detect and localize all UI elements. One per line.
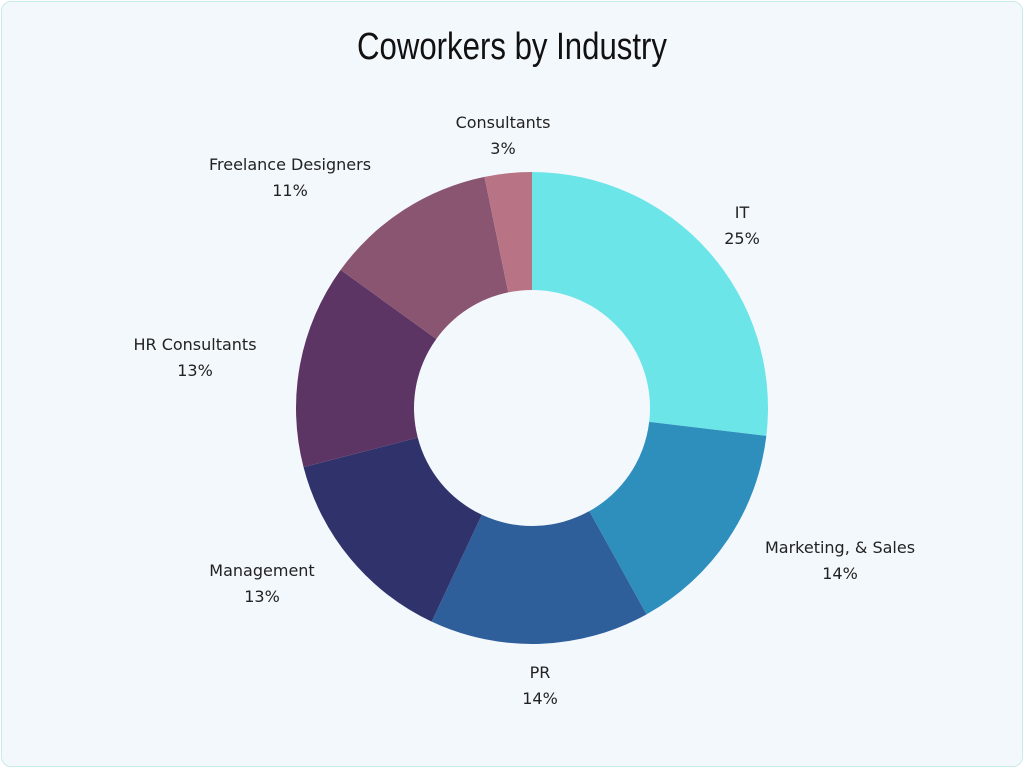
- slice-label: IT: [735, 203, 750, 222]
- slice-value-label: 14%: [822, 564, 858, 583]
- slice-it: [532, 172, 769, 436]
- slice-value-label: 14%: [522, 689, 558, 708]
- slice-value-label: 3%: [490, 139, 515, 158]
- slice-label: Marketing, & Sales: [765, 538, 915, 557]
- slice-pr: [431, 511, 647, 644]
- slice-label: Management: [209, 561, 314, 580]
- slice-label: Freelance Designers: [209, 155, 371, 174]
- slice-label: PR: [530, 663, 551, 682]
- slice-label: Consultants: [456, 113, 551, 132]
- slice-value-label: 25%: [724, 229, 760, 248]
- slice-value-label: 13%: [177, 361, 213, 380]
- slice-freelance-designers: [340, 176, 509, 339]
- slice-value-label: 13%: [244, 587, 280, 606]
- slice-value-label: 11%: [272, 181, 308, 200]
- slice-management: [303, 437, 482, 622]
- slice-label: HR Consultants: [133, 335, 256, 354]
- slice-consultants: [484, 172, 532, 293]
- slice-marketing-sales: [589, 421, 767, 615]
- slice-hr-consultants: [296, 269, 437, 468]
- chart-title: Coworkers by Industry: [357, 26, 667, 68]
